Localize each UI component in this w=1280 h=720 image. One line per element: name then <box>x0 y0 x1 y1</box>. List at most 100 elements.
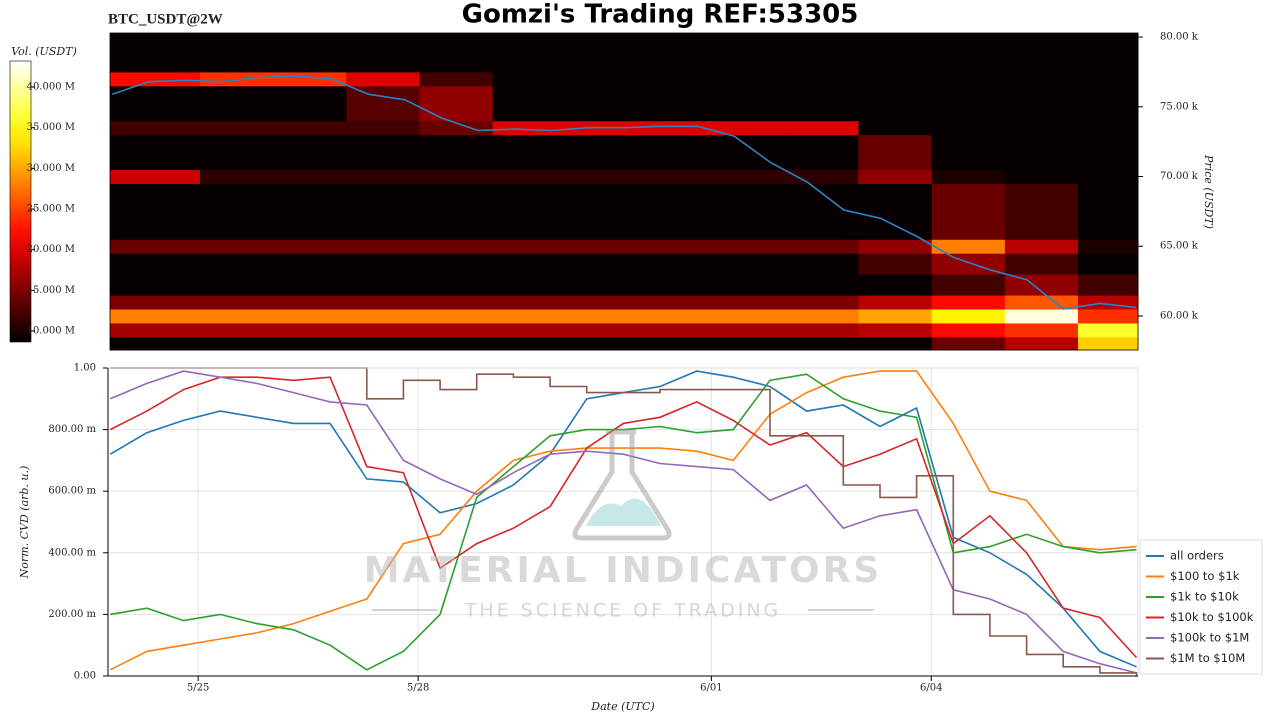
heat-cell <box>712 33 786 73</box>
heat-cell <box>419 336 494 351</box>
heat-cell <box>492 336 567 351</box>
legend-label: all orders <box>1170 549 1224 563</box>
heat-cell <box>931 183 1006 240</box>
price-line <box>111 75 1137 310</box>
heat-cell <box>712 71 786 87</box>
heat-cell <box>1078 322 1139 338</box>
heat-cell <box>492 239 567 254</box>
heat-cell <box>565 308 640 324</box>
legend-label: $100k to $1M <box>1170 631 1249 645</box>
legend-label: $10k to $100k <box>1170 610 1254 624</box>
heat-cell <box>712 322 786 338</box>
heat-cell <box>858 322 933 338</box>
heat-cell <box>110 253 201 275</box>
heat-cell <box>638 169 713 184</box>
heat-cell <box>419 85 494 122</box>
heatmap-chart: 60.00 k 65.00 k 70.00 k 75.00 k 80.00 k Price… <box>109 32 1215 351</box>
heat-cell <box>565 239 640 254</box>
heat-cell <box>1004 183 1079 240</box>
heat-cell <box>346 134 420 171</box>
heat-cell <box>110 183 201 240</box>
heat-cell <box>273 253 347 275</box>
heat-cell <box>1078 308 1139 324</box>
heat-cell <box>785 120 860 136</box>
heat-cell <box>492 169 567 184</box>
heat-cell <box>346 295 420 310</box>
y-tick-label: 1.00 <box>74 363 96 374</box>
heat-cell <box>110 274 201 296</box>
heat-cell <box>110 33 201 73</box>
heat-cell <box>785 85 860 122</box>
heat-cell <box>1078 274 1139 296</box>
heat-cell <box>931 308 1006 324</box>
flask-liquid <box>586 498 661 526</box>
heat-cell <box>346 169 420 184</box>
heat-cell <box>110 134 201 171</box>
x-tick-label: 6/01 <box>700 683 722 694</box>
cvd-chart: 0.00 200.00 m 400.00 m 600.00 m 800.00 m 1.00… <box>18 363 1263 713</box>
title: Gomzi's Trading REF:53305 <box>462 0 859 30</box>
legend-label: $100 to $1k <box>1170 569 1240 583</box>
heat-cell <box>110 71 201 87</box>
heat-cell <box>346 322 420 338</box>
legend-label: $1k to $10k <box>1170 590 1239 604</box>
heat-cell <box>931 336 1006 351</box>
colorbar-scale <box>9 60 32 343</box>
heat-cell <box>1004 85 1079 122</box>
heat-cell <box>199 169 274 184</box>
heat-cell <box>1078 120 1139 136</box>
heat-cell <box>1078 169 1139 184</box>
heat-cell <box>638 120 713 136</box>
heat-cell <box>931 71 1006 87</box>
heat-cell <box>1078 336 1139 351</box>
heat-cell <box>931 120 1006 136</box>
heat-cell <box>638 322 713 338</box>
heat-cell <box>1004 120 1079 136</box>
heat-cell <box>492 33 567 73</box>
heat-cell <box>346 183 420 240</box>
x-tick-label: 5/25 <box>187 683 209 694</box>
heat-cell <box>199 336 274 351</box>
heat-cell <box>1078 253 1139 275</box>
heat-cell <box>419 253 494 275</box>
heat-cell <box>273 295 347 310</box>
heat-cell <box>1078 71 1139 87</box>
heat-cell <box>1004 169 1079 184</box>
heat-cell <box>110 322 201 338</box>
symbol: BTC_USDT@2W <box>108 11 223 27</box>
series-line <box>110 367 1138 676</box>
heat-cell <box>638 253 713 275</box>
heat-cell <box>273 134 347 171</box>
heat-cell <box>785 239 860 254</box>
heat-cell <box>1078 33 1139 73</box>
heat-cell <box>492 274 567 296</box>
y-tick-label: 200.00 m <box>48 609 96 620</box>
heat-cell <box>638 85 713 122</box>
heat-cell <box>565 253 640 275</box>
heat-cell <box>785 336 860 351</box>
heat-cell <box>565 71 640 87</box>
heat-cell <box>712 336 786 351</box>
heat-cell <box>638 308 713 324</box>
heat-cell <box>858 308 933 324</box>
heat-cell <box>419 239 494 254</box>
y-tick-label: 400.00 m <box>48 547 96 558</box>
heat-cell <box>419 120 494 136</box>
heat-cell <box>199 295 274 310</box>
heat-cell <box>565 336 640 351</box>
heat-cell <box>785 253 860 275</box>
heat-cell <box>419 295 494 310</box>
heat-cell <box>785 71 860 87</box>
heat-cell <box>712 85 786 122</box>
y-tick-label: 0.00 <box>74 671 96 682</box>
heat-cell <box>273 322 347 338</box>
x-tick-label: 5/28 <box>407 683 429 694</box>
y-axis-label: Norm. CVD (arb. u.) <box>18 466 31 580</box>
heat-cell <box>931 33 1006 73</box>
heat-cell <box>931 295 1006 310</box>
colorbar-tick-label: 20.000 M <box>27 244 75 255</box>
heat-cell <box>858 295 933 310</box>
heat-cell <box>638 134 713 171</box>
heat-cell <box>931 169 1006 184</box>
heat-cell <box>858 71 933 87</box>
